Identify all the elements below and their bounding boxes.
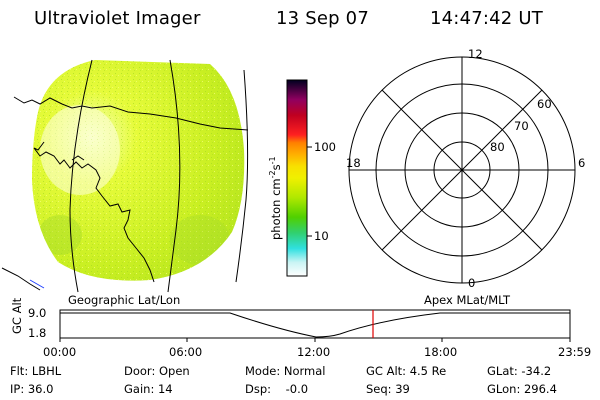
gc-alt-curve [60, 312, 570, 338]
geographic-coords-label: Geographic Lat/Lon [68, 293, 181, 307]
status-glon: GLon: 296.4 [487, 382, 557, 396]
timeline-tick-2359: 23:59 [558, 345, 592, 359]
status-ip: IP: 36.0 [10, 382, 54, 396]
status-door: Door: Open [124, 364, 190, 378]
timeline-tick-0000: 00:00 [43, 345, 77, 359]
lat-label-80: 80 [490, 140, 505, 154]
timeline-tick-1200: 12:00 [297, 345, 331, 359]
time-label: 14:47:42 UT [430, 8, 543, 29]
status-glat: GLat: -34.2 [487, 364, 552, 378]
geo-grid-lines [69, 59, 249, 293]
colorbar [286, 79, 308, 277]
status-gain: Gain: 14 [124, 382, 173, 396]
mlt-label-0: 0 [468, 276, 476, 290]
timeline-axis-label: GC Alt [10, 297, 24, 334]
mlt-label-18: 18 [346, 156, 361, 170]
timeline-tick-0600: 06:00 [169, 345, 203, 359]
earth-disk [32, 60, 245, 281]
date-label: 13 Sep 07 [276, 8, 369, 29]
mlt-label-12: 12 [468, 47, 483, 61]
status-filter: Flt: LBHL [10, 364, 62, 378]
timeline-y-top: 9.0 [28, 306, 47, 320]
timeline-frame [59, 309, 571, 339]
lat-label-70: 70 [514, 119, 529, 133]
timeline-ticks [59, 338, 571, 342]
mlt-label-6: 6 [578, 156, 586, 170]
coast-blue-segment [29, 279, 45, 289]
lat-label-60: 60 [537, 97, 552, 111]
colorbar-label-10: 10 [314, 229, 329, 243]
status-dsp: Dsp: -0.0 [245, 382, 309, 396]
colorbar-label-100: 100 [314, 140, 336, 154]
status-mode: Mode: Normal [245, 364, 326, 378]
coastlines [1, 96, 249, 291]
timeline-y-bottom: 1.8 [28, 326, 47, 340]
instrument-title: Ultraviolet Imager [34, 8, 201, 29]
status-seq: Seq: 39 [366, 382, 410, 396]
timeline-tick-1800: 18:00 [424, 345, 458, 359]
polar-diagonal-2 [381, 89, 543, 251]
apex-coords-label: Apex MLat/MLT [424, 293, 511, 307]
status-gc-alt: GC Alt: 4.5 Re [366, 364, 447, 378]
